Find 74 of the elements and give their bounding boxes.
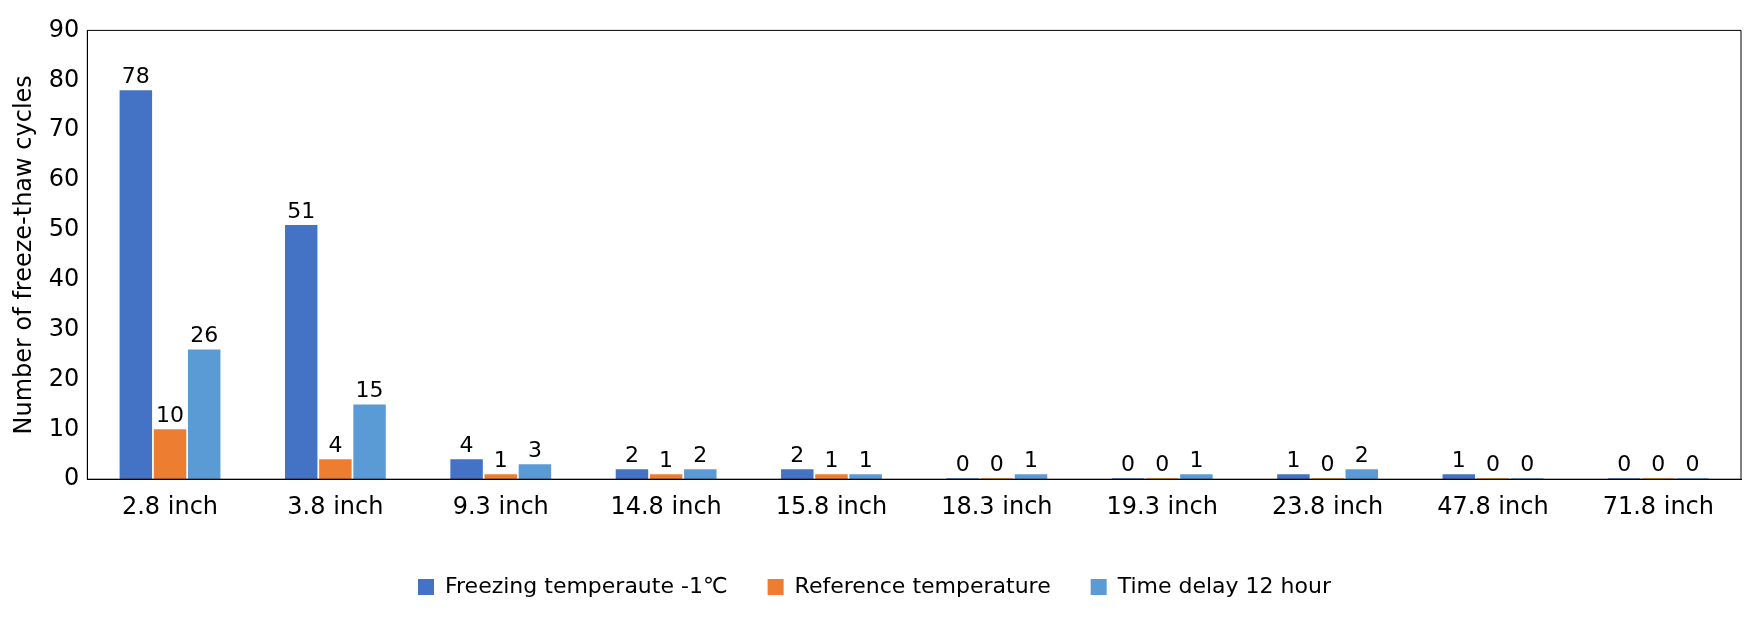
bar <box>284 224 318 480</box>
x-tick-label: 19.3 inch <box>1106 491 1218 520</box>
data-label: 0 <box>1155 450 1170 476</box>
data-label: 2 <box>624 441 639 467</box>
data-label: 2 <box>790 441 805 467</box>
y-tick-label: 0 <box>64 463 80 492</box>
data-label: 10 <box>156 402 185 428</box>
bar <box>153 429 187 480</box>
x-tick-label: 2.8 inch <box>121 491 219 520</box>
bar <box>615 469 649 480</box>
y-axis-title: Number of freeze-thaw cycles <box>8 75 37 435</box>
y-tick-label: 50 <box>48 214 80 243</box>
bar <box>187 349 221 480</box>
data-label: 26 <box>190 322 219 348</box>
bar <box>1345 469 1378 480</box>
data-label: 0 <box>989 450 1004 476</box>
y-tick-label: 40 <box>48 263 80 292</box>
y-tick-label: 70 <box>48 114 80 143</box>
data-label: 0 <box>1685 450 1700 476</box>
bar <box>1442 474 1476 480</box>
data-label: 1 <box>1189 446 1204 472</box>
x-tick-label: 14.8 inch <box>610 491 722 520</box>
x-tick-label: 9.3 inch <box>452 491 549 520</box>
data-label: 0 <box>1617 450 1632 476</box>
bar <box>450 459 483 480</box>
bar <box>781 469 814 480</box>
y-tick-label: 20 <box>48 363 80 392</box>
data-label: 2 <box>1354 441 1369 467</box>
legend-label: Reference temperature <box>794 572 1051 598</box>
data-label: 15 <box>355 377 384 403</box>
data-label: 0 <box>1485 450 1500 476</box>
data-label: 1 <box>659 446 674 472</box>
x-tick-label: 18.3 inch <box>941 491 1053 520</box>
data-label: 1 <box>824 446 839 472</box>
data-label: 0 <box>1121 450 1136 476</box>
data-label: 1 <box>1286 446 1301 472</box>
data-label: 4 <box>328 431 343 457</box>
data-label: 3 <box>527 436 542 462</box>
legend-label: Time delay 12 hour <box>1116 572 1332 598</box>
x-tick-label: 47.8 inch <box>1437 491 1549 520</box>
y-tick-label: 30 <box>48 313 80 342</box>
data-label: 0 <box>1651 450 1666 476</box>
data-label: 1 <box>1024 446 1039 472</box>
data-label: 1 <box>858 446 873 472</box>
data-label: 78 <box>121 62 150 88</box>
y-tick-label: 90 <box>48 14 80 43</box>
legend-label: Freezing temperaute -1℃ <box>445 572 728 598</box>
bar <box>518 464 552 480</box>
x-tick-label: 71.8 inch <box>1602 491 1714 520</box>
data-label: 0 <box>955 450 970 476</box>
bar <box>353 404 386 480</box>
data-label: 0 <box>1520 450 1535 476</box>
x-tick-label: 3.8 inch <box>287 491 384 520</box>
data-label: 1 <box>1451 446 1466 472</box>
bar <box>1180 474 1213 480</box>
data-label: 1 <box>493 446 508 472</box>
bar <box>319 459 352 480</box>
bar <box>649 474 683 480</box>
bar <box>1277 474 1310 480</box>
x-tick-label: 15.8 inch <box>775 491 888 520</box>
bar <box>684 469 717 480</box>
y-tick-label: 10 <box>48 413 80 442</box>
x-tick-label: 23.8 inch <box>1271 491 1384 520</box>
data-label: 0 <box>1320 450 1335 476</box>
y-tick-label: 80 <box>48 64 80 93</box>
data-label: 51 <box>287 197 316 223</box>
data-label: 4 <box>459 431 474 457</box>
bar <box>815 474 848 480</box>
bar <box>484 474 517 480</box>
bar <box>849 474 882 480</box>
y-tick-label: 60 <box>48 164 80 193</box>
bar <box>119 90 153 480</box>
data-label: 2 <box>693 441 708 467</box>
bar <box>1014 474 1048 480</box>
